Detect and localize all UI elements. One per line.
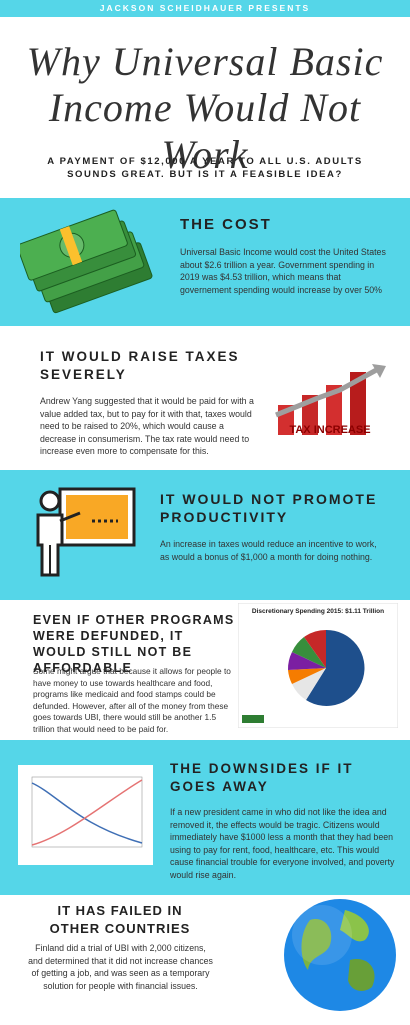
presenter-icon — [36, 487, 136, 577]
title: Why Universal Basic — [26, 39, 384, 84]
section-body: An increase in taxes would reduce an inc… — [160, 539, 377, 562]
pie-chart-image: Discretionary Spending 2015: $1.11 Trill… — [238, 603, 398, 728]
section-body: Andrew Yang suggested that it would be p… — [40, 396, 254, 456]
section-heading: THE DOWNSIDES IF IT GOES AWAY — [170, 761, 354, 794]
section-body: Universal Basic Income would cost the Un… — [180, 247, 386, 295]
section-heading: EVEN IF OTHER PROGRAMS WERE DEFUNDED, IT… — [33, 613, 235, 675]
section-body: Finland did a trial of UBI with 2,000 ci… — [28, 943, 213, 991]
section-heading: IT WOULD RAISE TAXES SEVERELY — [40, 349, 240, 382]
section-body: If a new president came in who did not l… — [170, 807, 395, 880]
money-illustration — [20, 209, 153, 314]
title: Income Would Not Work — [48, 85, 362, 177]
image-label: TAX INCREASE — [289, 424, 370, 436]
tax-illustration: TAX INCREASE — [275, 364, 386, 436]
globe-illustration — [284, 899, 396, 1011]
presenter: JACKSON SCHEIDHAUER PRESENTS — [99, 3, 311, 13]
line-chart-image — [18, 765, 153, 865]
top-bar — [0, 0, 410, 17]
subtitle: A PAYMENT OF $12,000 A YEAR TO ALL U.S. … — [47, 156, 363, 180]
section-heading: IT HAS FAILED IN OTHER COUNTRIES — [49, 903, 191, 936]
section-heading: THE COST — [180, 216, 272, 233]
image-label: Discretionary Spending 2015: $1.11 Trill… — [252, 608, 384, 615]
section-heading: IT WOULD NOT PROMOTE PRODUCTIVITY — [160, 491, 378, 525]
section-body: Some might argue that because it allows … — [33, 666, 231, 734]
